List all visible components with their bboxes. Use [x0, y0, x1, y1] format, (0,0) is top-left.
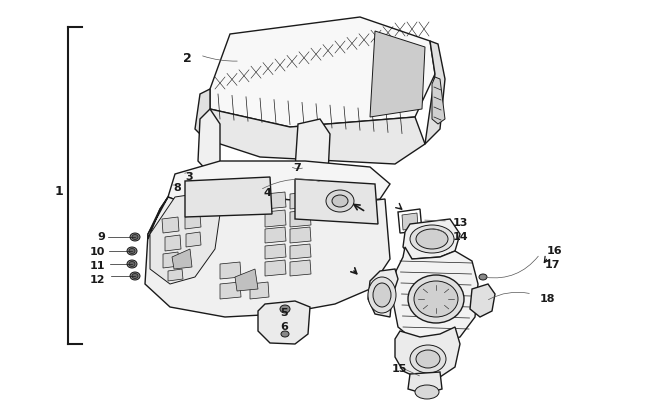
- Ellipse shape: [410, 345, 446, 373]
- Text: 14: 14: [453, 231, 469, 241]
- Text: 18: 18: [540, 293, 556, 303]
- Polygon shape: [150, 192, 220, 284]
- Text: 13: 13: [453, 217, 469, 228]
- Ellipse shape: [410, 226, 454, 254]
- Polygon shape: [370, 32, 425, 118]
- Text: 6: 6: [280, 321, 288, 331]
- Polygon shape: [290, 211, 311, 228]
- Polygon shape: [185, 215, 201, 230]
- Polygon shape: [295, 179, 378, 224]
- Polygon shape: [163, 252, 179, 269]
- Polygon shape: [195, 90, 210, 140]
- Polygon shape: [432, 78, 445, 125]
- Polygon shape: [165, 235, 181, 252]
- Polygon shape: [393, 247, 478, 344]
- Polygon shape: [403, 220, 460, 259]
- Polygon shape: [258, 301, 310, 344]
- Polygon shape: [220, 282, 241, 299]
- Polygon shape: [172, 249, 192, 269]
- Ellipse shape: [479, 274, 487, 280]
- Polygon shape: [290, 244, 311, 259]
- Polygon shape: [265, 228, 286, 243]
- Ellipse shape: [332, 196, 348, 207]
- Ellipse shape: [296, 173, 328, 192]
- Ellipse shape: [326, 190, 354, 213]
- Ellipse shape: [129, 249, 135, 254]
- Polygon shape: [290, 260, 311, 276]
- Ellipse shape: [127, 247, 137, 256]
- Ellipse shape: [280, 305, 290, 313]
- Text: 10: 10: [90, 246, 105, 256]
- Ellipse shape: [130, 272, 140, 280]
- Polygon shape: [425, 42, 445, 145]
- Text: 16: 16: [547, 245, 563, 256]
- Polygon shape: [186, 232, 201, 247]
- Text: 5: 5: [280, 307, 287, 317]
- Polygon shape: [162, 217, 179, 233]
- Ellipse shape: [127, 260, 137, 269]
- Text: 11: 11: [90, 260, 105, 270]
- Polygon shape: [402, 213, 418, 230]
- Polygon shape: [205, 110, 425, 164]
- Polygon shape: [250, 282, 269, 299]
- Ellipse shape: [197, 166, 221, 183]
- Polygon shape: [145, 198, 390, 317]
- Polygon shape: [470, 284, 495, 317]
- Polygon shape: [210, 18, 435, 128]
- Ellipse shape: [281, 331, 289, 337]
- Text: 4: 4: [263, 188, 271, 198]
- Polygon shape: [265, 260, 286, 276]
- Text: 17: 17: [545, 259, 560, 269]
- Polygon shape: [198, 110, 220, 175]
- Ellipse shape: [129, 262, 135, 267]
- Polygon shape: [290, 192, 311, 209]
- Ellipse shape: [132, 274, 138, 279]
- Ellipse shape: [408, 275, 464, 323]
- Text: 1: 1: [55, 185, 64, 198]
- Text: 7: 7: [293, 162, 301, 173]
- Polygon shape: [235, 269, 258, 291]
- Ellipse shape: [414, 281, 458, 317]
- Text: 2: 2: [183, 52, 192, 65]
- Ellipse shape: [368, 277, 396, 313]
- Polygon shape: [265, 244, 286, 259]
- Polygon shape: [290, 228, 311, 243]
- Text: 9: 9: [97, 231, 105, 241]
- Polygon shape: [395, 327, 460, 379]
- Text: 12: 12: [90, 274, 105, 284]
- Text: 8: 8: [173, 183, 181, 192]
- Polygon shape: [295, 120, 330, 181]
- Polygon shape: [168, 162, 390, 209]
- Ellipse shape: [130, 233, 140, 241]
- Polygon shape: [368, 269, 398, 317]
- Text: 3: 3: [185, 172, 192, 181]
- Ellipse shape: [416, 350, 440, 368]
- Polygon shape: [265, 211, 286, 228]
- Text: 15: 15: [392, 363, 408, 373]
- Polygon shape: [148, 198, 168, 239]
- Ellipse shape: [415, 385, 439, 399]
- Polygon shape: [185, 177, 272, 217]
- Polygon shape: [398, 209, 422, 233]
- Polygon shape: [220, 262, 241, 279]
- Ellipse shape: [416, 230, 448, 249]
- Polygon shape: [168, 269, 183, 281]
- Ellipse shape: [302, 175, 322, 190]
- Polygon shape: [408, 372, 442, 394]
- Ellipse shape: [132, 235, 138, 240]
- Polygon shape: [265, 192, 286, 209]
- Ellipse shape: [373, 284, 391, 307]
